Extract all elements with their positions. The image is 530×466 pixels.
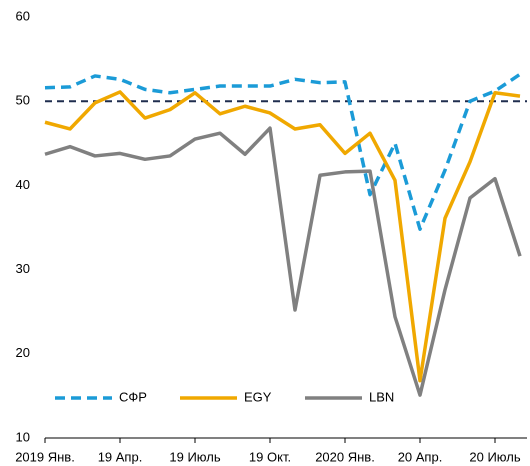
y-tick-label: 30 — [16, 261, 30, 276]
x-tick-label: 19 Апр. — [98, 449, 143, 464]
legend-label: EGY — [244, 389, 272, 404]
y-tick-label: 40 — [16, 177, 30, 192]
x-tick-label: 2020 Янв. — [315, 449, 375, 464]
x-tick-label: 20 Апр. — [398, 449, 443, 464]
y-tick-label: 50 — [16, 93, 30, 108]
x-tick-label: 19 Июль — [169, 449, 220, 464]
y-tick-label: 60 — [16, 8, 30, 23]
legend-label: СФР — [119, 389, 147, 404]
x-tick-label: 2019 Янв. — [15, 449, 75, 464]
x-tick-label: 19 Окт. — [249, 449, 291, 464]
legend-label: LBN — [369, 389, 394, 404]
series-line — [44, 126, 522, 397]
y-tick-label: 10 — [16, 429, 30, 444]
x-tick-label: 20 Июль — [469, 449, 520, 464]
series-line — [44, 72, 521, 231]
series-line — [44, 90, 521, 383]
y-tick-label: 20 — [16, 345, 30, 360]
